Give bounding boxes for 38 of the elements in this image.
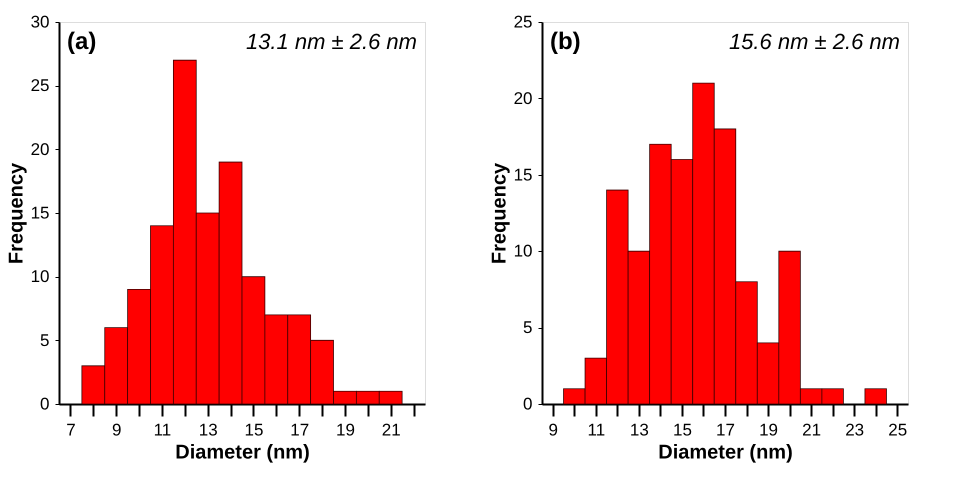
y-axis-title: Frequency — [488, 162, 511, 264]
x-axis-title: Diameter (nm) — [175, 442, 310, 464]
x-tick-label: 19 — [759, 420, 778, 440]
y-tick-label: 10 — [514, 242, 532, 261]
y-tick-label: 25 — [30, 76, 50, 96]
x-tick-label: 17 — [716, 420, 735, 440]
x-tick-label: 11 — [587, 420, 606, 440]
x-tick-label: 17 — [290, 420, 310, 440]
x-tick-label: 25 — [888, 420, 908, 440]
annotation: (b) — [550, 28, 581, 55]
x-tick-label: 23 — [845, 420, 864, 440]
x-tick-label: 9 — [548, 420, 558, 440]
y-tick-label: 25 — [514, 12, 532, 32]
annotation: 15.6 nm ± 2.6 nm — [728, 29, 900, 54]
annotation: (a) — [67, 28, 96, 55]
x-tick-label: 21 — [802, 420, 822, 440]
y-tick-label: 15 — [30, 204, 50, 222]
y-tick-label: 30 — [30, 12, 50, 32]
x-axis-title: Diameter (nm) — [658, 442, 793, 464]
x-tick-label: 15 — [672, 420, 692, 440]
y-tick-label: 5 — [40, 330, 50, 350]
x-tick-label: 19 — [336, 420, 355, 440]
y-tick-label: 0 — [40, 394, 50, 414]
x-tick-label: 13 — [198, 420, 218, 440]
x-tick-label: 21 — [382, 420, 401, 440]
y-tick-label: 20 — [30, 140, 50, 159]
y-tick-label: 15 — [514, 165, 532, 184]
y-tick-label: 20 — [514, 88, 532, 108]
annotation: 13.1 nm ± 2.6 nm — [246, 29, 417, 54]
x-tick-label: 9 — [112, 420, 122, 440]
x-tick-label: 15 — [244, 420, 264, 440]
y-tick-label: 0 — [523, 394, 532, 414]
x-tick-label: 11 — [154, 420, 172, 440]
x-tick-label: 7 — [66, 420, 76, 440]
y-axis-title: Frequency — [6, 162, 28, 264]
x-tick-label: 13 — [630, 420, 649, 440]
y-tick-label: 10 — [30, 267, 50, 286]
y-tick-label: 5 — [523, 318, 532, 338]
